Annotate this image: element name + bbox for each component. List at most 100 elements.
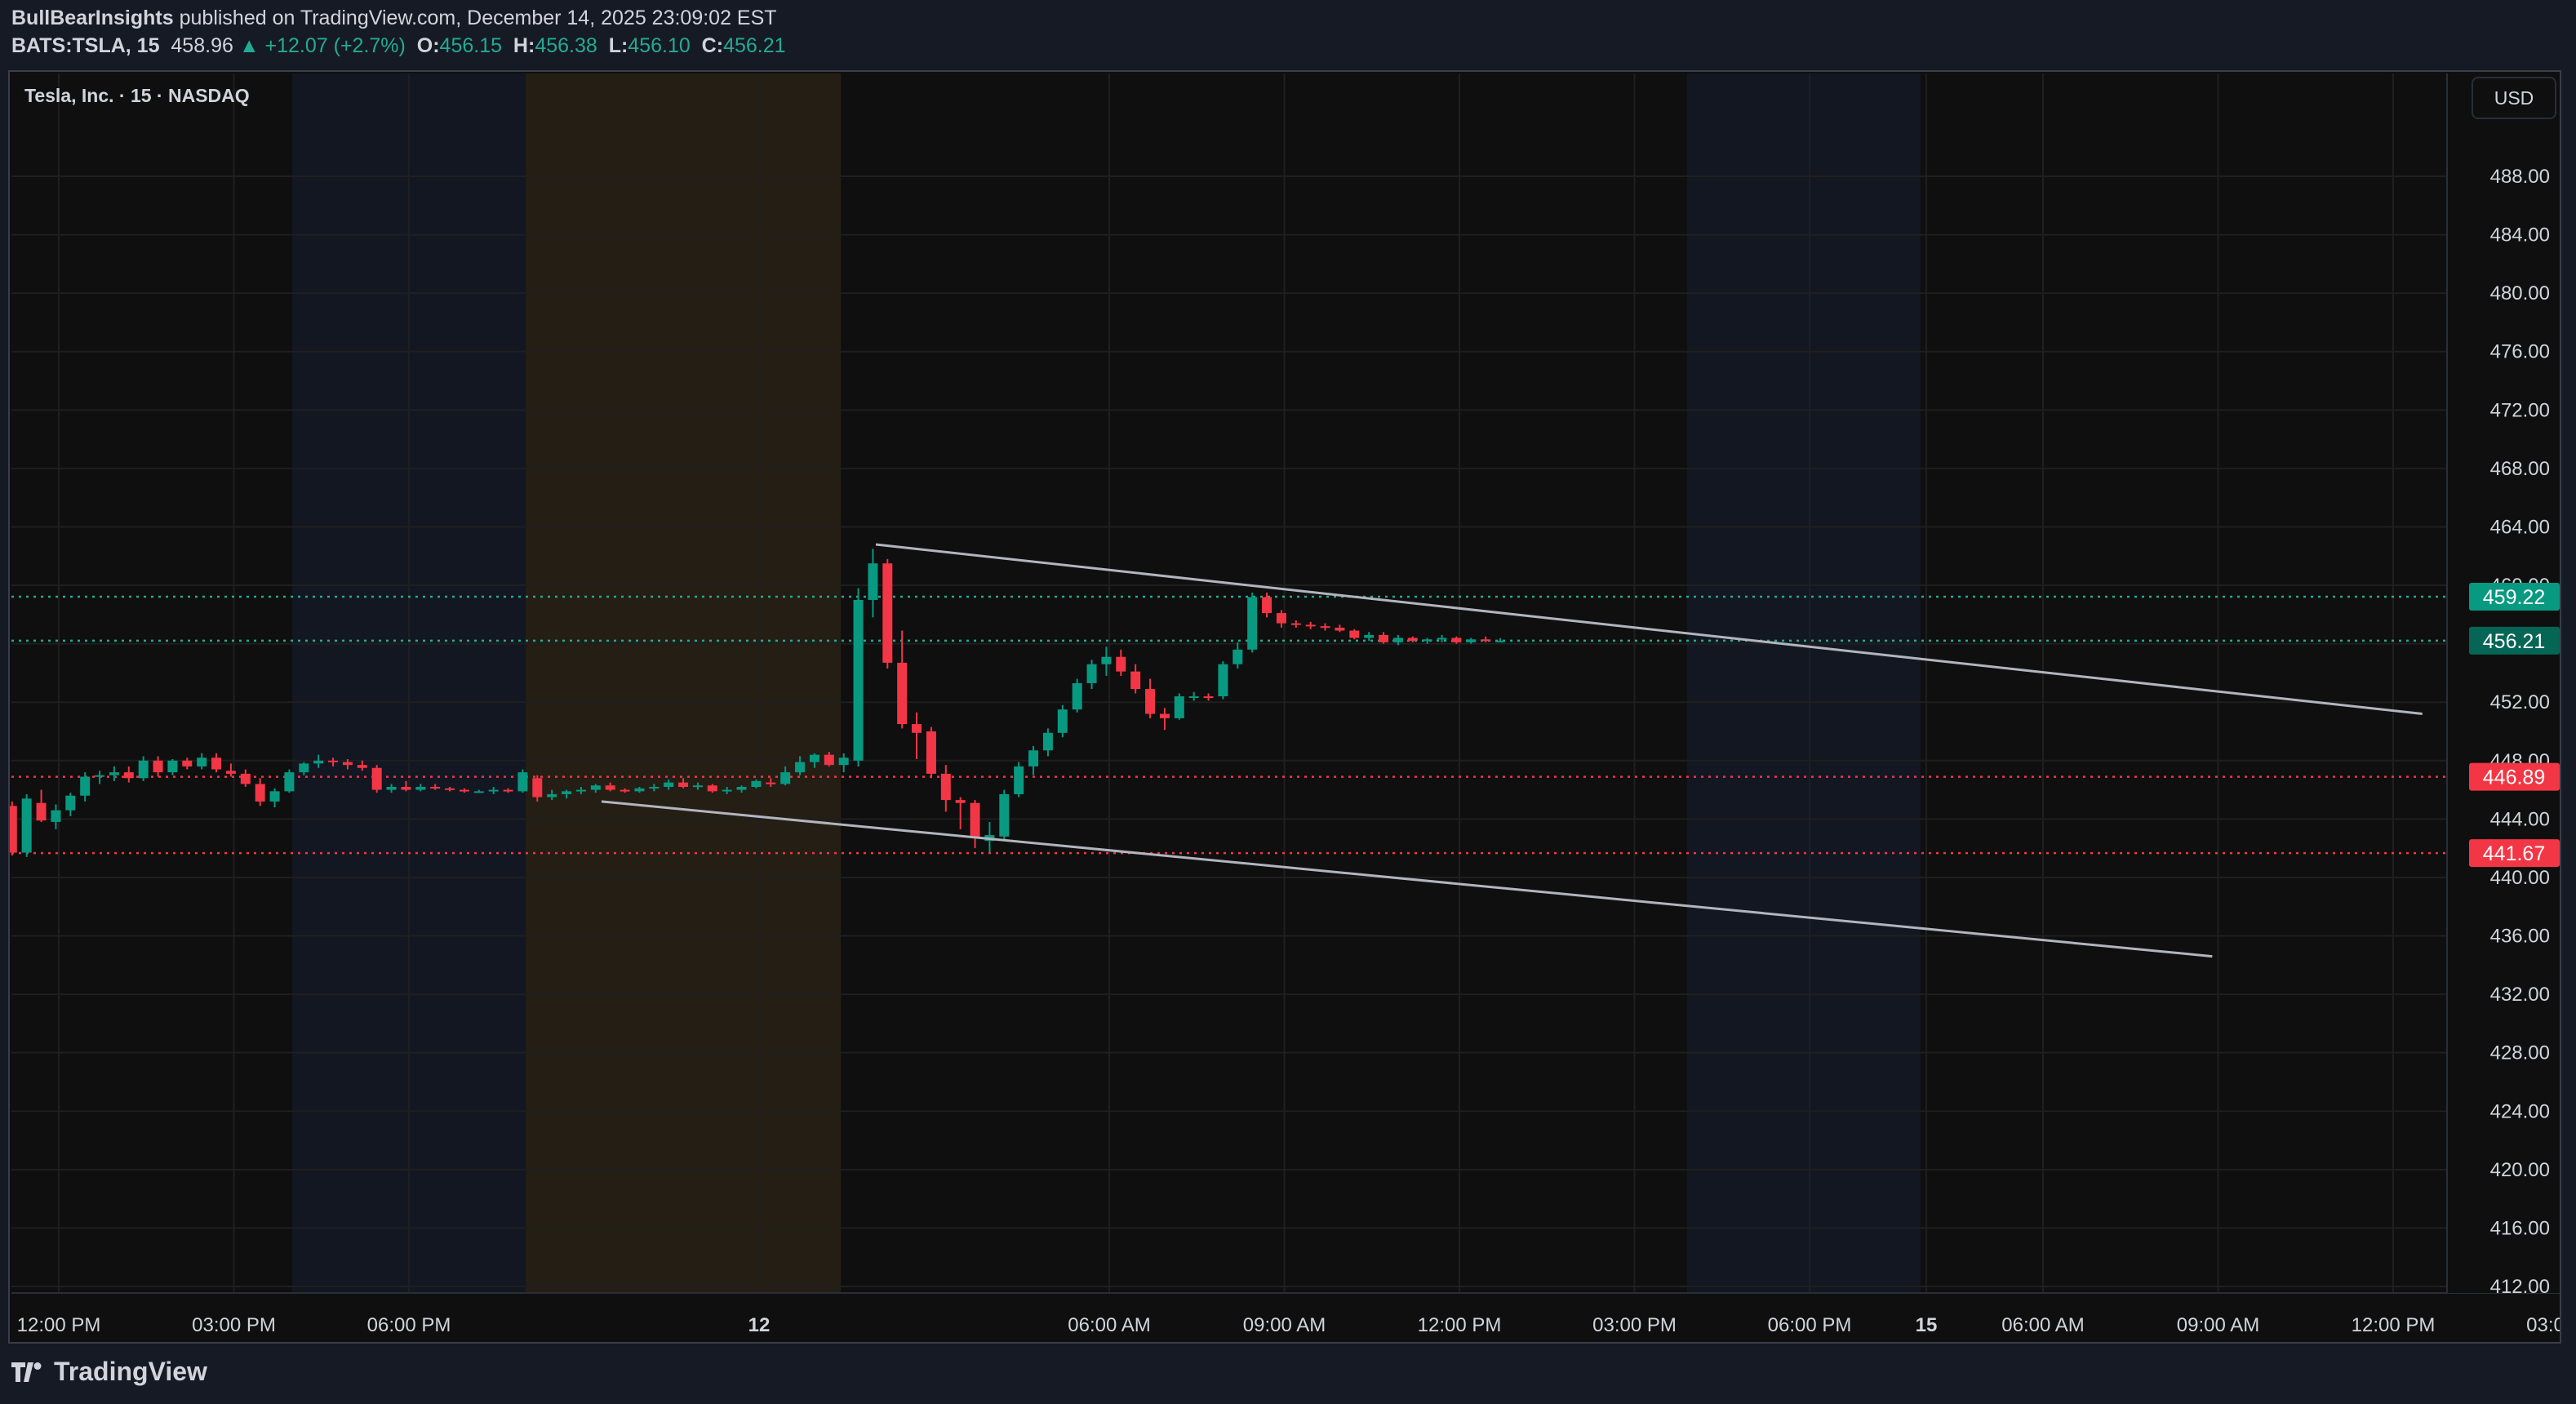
x-tick-label: 09:00 AM xyxy=(2177,1314,2259,1336)
candle-body xyxy=(1290,623,1301,625)
candle-body xyxy=(692,785,703,788)
close-label: C: xyxy=(701,34,724,57)
y-tick-label: 428.00 xyxy=(2490,1042,2550,1064)
candle-body xyxy=(605,785,615,790)
candle-body xyxy=(1116,656,1126,672)
candle-body xyxy=(284,772,295,792)
price-line-label-bg xyxy=(2469,626,2560,655)
candle-body xyxy=(940,773,951,801)
candle-body xyxy=(255,784,265,802)
y-tick-label: 464.00 xyxy=(2490,516,2550,538)
candle-body xyxy=(838,758,849,766)
candle-body xyxy=(415,787,426,790)
trendline xyxy=(601,800,2213,958)
candle-body xyxy=(999,793,1010,837)
candle-body xyxy=(1247,597,1258,650)
x-tick-label: 03:00 PM xyxy=(2526,1314,2560,1336)
candle-body xyxy=(912,724,922,733)
candle-body xyxy=(897,662,908,725)
candlestick-chart[interactable]: 412.00 416.00 420.00 424.00 428.00 432.00 436.… xyxy=(10,72,2560,1342)
candle-body xyxy=(562,791,572,794)
y-tick-label: 444.00 xyxy=(2490,808,2550,830)
candle-body xyxy=(80,776,91,796)
candle-body xyxy=(1379,634,1389,642)
candle-body xyxy=(1495,640,1506,642)
candle-body xyxy=(649,787,660,789)
candle-body xyxy=(1320,626,1330,629)
candle-body xyxy=(1101,656,1112,664)
candle-body xyxy=(503,789,513,792)
candle-body xyxy=(459,789,469,792)
candle-body xyxy=(1188,696,1199,699)
candle-body xyxy=(1218,664,1228,697)
candle-body xyxy=(1086,664,1097,683)
y-tick-label: 436.00 xyxy=(2490,926,2550,948)
candle-body xyxy=(1481,639,1491,642)
y-tick-label: 484.00 xyxy=(2490,224,2550,247)
candle-body xyxy=(809,754,819,762)
candle-body xyxy=(153,760,163,773)
candle-body xyxy=(445,788,455,790)
candle-body xyxy=(722,789,732,792)
y-tick-label: 472.00 xyxy=(2490,399,2550,421)
last-price: 458.96 xyxy=(171,34,233,57)
candle-body xyxy=(707,785,717,792)
brand-name: TradingView xyxy=(54,1357,207,1386)
y-tick-label: 432.00 xyxy=(2490,984,2550,1006)
price-change: ▲ +12.07 (+2.7%) xyxy=(238,34,406,57)
candle-body xyxy=(1145,689,1156,714)
x-tick-label: 03:00 PM xyxy=(192,1314,276,1336)
candle-body xyxy=(386,787,397,790)
y-tick-label: 420.00 xyxy=(2490,1159,2550,1181)
currency-button[interactable]: USD xyxy=(2472,77,2556,119)
footer xyxy=(0,1344,2576,1404)
candle-body xyxy=(970,802,980,838)
candle-body xyxy=(1174,696,1184,718)
candle-body xyxy=(575,789,586,792)
candle-body xyxy=(1392,638,1403,642)
author-name[interactable]: BullBearInsights xyxy=(11,7,174,29)
candle-body xyxy=(357,765,367,768)
candle-body xyxy=(65,795,76,811)
y-tick-label: 412.00 xyxy=(2490,1276,2550,1298)
tradingview-logo-icon xyxy=(11,1362,42,1382)
candle-body xyxy=(736,787,747,790)
candle-body xyxy=(926,731,936,774)
x-tick-label: 03:00 PM xyxy=(1592,1314,1677,1336)
candle-body xyxy=(313,760,324,764)
candle-body xyxy=(1159,713,1170,718)
candle-body xyxy=(123,772,134,779)
x-tick-label: 06:00 PM xyxy=(1768,1314,1852,1336)
candle-body xyxy=(824,754,834,766)
trendline xyxy=(875,543,2423,716)
candle-body xyxy=(225,771,236,774)
candle-body xyxy=(634,788,645,792)
candle-body xyxy=(955,800,966,803)
candle-body xyxy=(371,767,382,790)
candle-body xyxy=(853,599,864,761)
y-tick-label: 416.00 xyxy=(2490,1217,2550,1239)
candle-body xyxy=(664,782,674,787)
x-tick-label: 06:00 PM xyxy=(367,1314,451,1336)
candle-body xyxy=(795,762,806,773)
candle-body xyxy=(167,760,178,773)
candle-body xyxy=(1130,671,1141,690)
y-tick-label: 440.00 xyxy=(2490,867,2550,889)
price-line-label: 459.22 xyxy=(2483,586,2545,609)
candle-body xyxy=(1451,638,1462,642)
candle-body xyxy=(1014,766,1024,794)
candle-body xyxy=(1349,630,1360,638)
price-axis-background xyxy=(2448,73,2560,1293)
candle-body xyxy=(620,789,630,792)
candle-body xyxy=(1057,709,1068,733)
session-shading-pre-market xyxy=(526,73,842,1293)
y-tick-label: 424.00 xyxy=(2490,1100,2550,1122)
candle-body xyxy=(1276,613,1286,624)
y-tick-label: 488.00 xyxy=(2490,166,2550,188)
price-line-label-bg xyxy=(2469,839,2560,868)
candle-body xyxy=(751,780,762,787)
x-tick-label: 09:00 AM xyxy=(1243,1314,1326,1336)
low-value: 456.10 xyxy=(628,34,691,57)
tradingview-logo[interactable]: TradingView xyxy=(11,1357,207,1387)
candle-body xyxy=(328,760,339,762)
